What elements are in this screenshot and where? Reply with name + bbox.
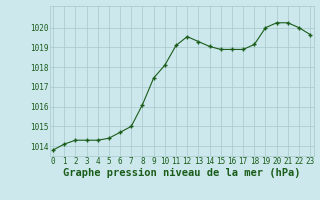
X-axis label: Graphe pression niveau de la mer (hPa): Graphe pression niveau de la mer (hPa) [63, 168, 300, 178]
